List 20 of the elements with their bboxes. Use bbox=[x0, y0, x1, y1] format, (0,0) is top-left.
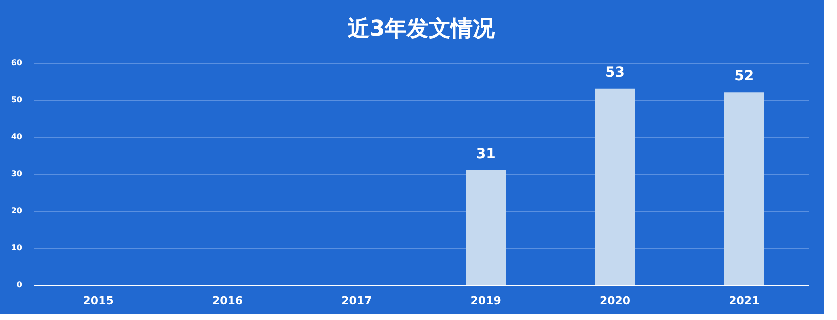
x-tick-label: 2019 bbox=[470, 294, 502, 308]
y-tick-label: 40 bbox=[11, 132, 23, 142]
x-tick-label: 2015 bbox=[83, 294, 114, 308]
y-tick-label: 0 bbox=[16, 280, 23, 290]
y-tick-label: 50 bbox=[11, 96, 23, 104]
x-tick-label: 2017 bbox=[342, 294, 372, 308]
data-label: 52 bbox=[734, 68, 754, 85]
y-tick-label: 10 bbox=[11, 244, 23, 252]
chart-title: 近3年发文情况 bbox=[346, 16, 496, 42]
x-tick-label: 2021 bbox=[729, 294, 760, 308]
x-tick-label: 2020 bbox=[600, 294, 631, 308]
data-label: 31 bbox=[476, 146, 496, 162]
y-tick-label: 20 bbox=[11, 206, 23, 216]
data-label: 53 bbox=[606, 64, 625, 81]
bar bbox=[466, 170, 506, 285]
x-tick-label: 2016 bbox=[212, 294, 244, 308]
bar bbox=[595, 88, 636, 285]
y-tick-label: 30 bbox=[11, 170, 23, 178]
bar bbox=[724, 92, 764, 285]
y-tick-label: 60 bbox=[11, 58, 23, 68]
